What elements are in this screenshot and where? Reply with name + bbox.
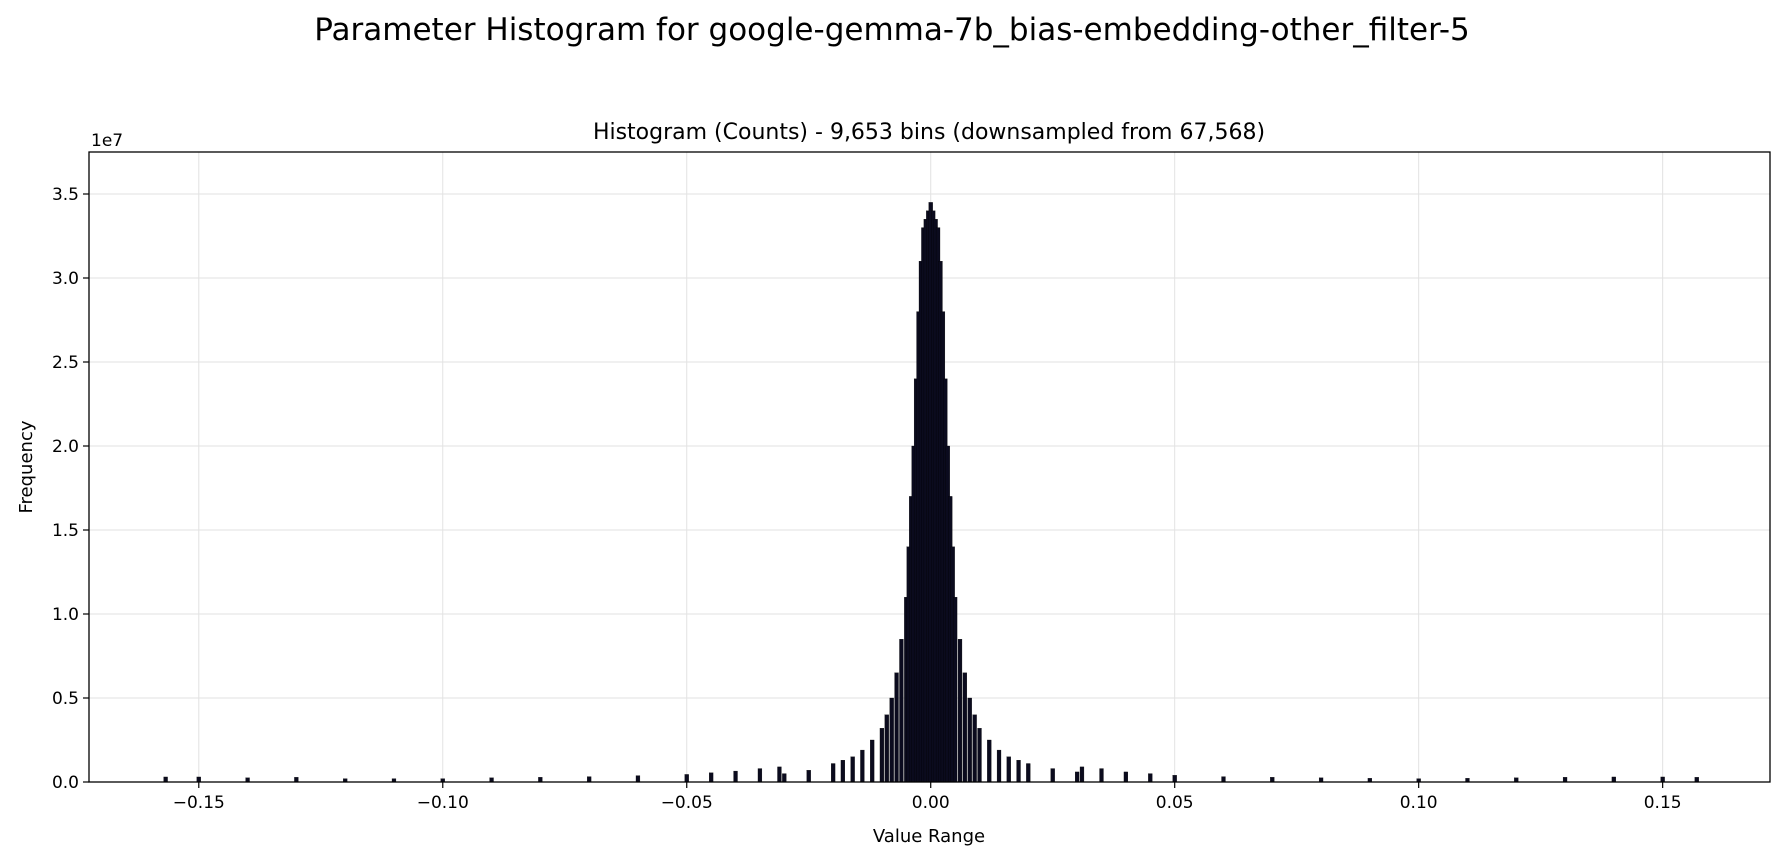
y-axis-offset-text: 1e7 xyxy=(91,131,123,151)
histogram-bar xyxy=(733,770,738,783)
histogram-bar xyxy=(879,728,885,783)
x-tick-label: −0.15 xyxy=(173,793,225,813)
histogram-bar xyxy=(962,672,967,783)
histogram-bar xyxy=(538,777,543,783)
histogram-bar xyxy=(1075,771,1080,783)
x-tick-label: 0.15 xyxy=(1644,793,1682,813)
x-tick-label: 0.05 xyxy=(1156,793,1194,813)
histogram-bar xyxy=(1079,766,1085,783)
histogram-bar xyxy=(1221,776,1226,783)
histogram-bar xyxy=(1099,768,1104,783)
x-tick-label: −0.10 xyxy=(417,793,469,813)
histogram-bar xyxy=(1611,776,1616,783)
y-tick-label: 1.5 xyxy=(52,521,79,541)
histogram-bar xyxy=(860,749,865,783)
histogram-bar xyxy=(977,728,982,783)
histogram-bar xyxy=(1562,777,1568,783)
y-tick-label: 3.5 xyxy=(52,185,79,205)
histogram-bar xyxy=(1123,771,1128,783)
histogram-bar xyxy=(996,749,1002,783)
y-tick-label: 3.0 xyxy=(52,269,79,289)
histogram-bar xyxy=(1660,776,1665,783)
y-axis-ticks: 0.0 0.5 1.0 1.5 2.0 2.5 3.0 3.5 xyxy=(52,185,89,793)
histogram-bar xyxy=(163,776,168,783)
y-tick-label: 2.0 xyxy=(52,437,79,457)
y-tick-label: 1.0 xyxy=(52,605,79,625)
y-tick-label: 0.5 xyxy=(52,689,79,709)
histogram-bar xyxy=(840,760,845,783)
x-axis-label: Value Range xyxy=(873,826,985,847)
histogram-bar xyxy=(957,639,963,783)
histogram-bar xyxy=(1148,773,1153,783)
x-axis-ticks: −0.15 −0.10 −0.05 0.00 0.05 0.10 0.15 xyxy=(173,782,1682,813)
histogram-bar xyxy=(196,776,201,783)
histogram-bar xyxy=(972,714,977,783)
histogram-bar xyxy=(889,697,894,783)
histogram-bar xyxy=(850,756,855,783)
histogram-bar xyxy=(987,739,992,783)
histogram-bar xyxy=(709,772,714,783)
figure-title: Parameter Histogram for google-gemma-7b_… xyxy=(314,12,1470,48)
histogram-bar xyxy=(782,773,787,783)
histogram-bar xyxy=(1026,763,1031,783)
plot-title: Histogram (Counts) - 9,653 bins (downsam… xyxy=(593,120,1265,145)
histogram-bar xyxy=(294,777,299,783)
histogram-bar xyxy=(1050,768,1055,783)
histogram-bars xyxy=(163,202,1699,783)
histogram-bar xyxy=(894,672,899,783)
histogram-bar xyxy=(1172,775,1177,783)
histogram-bar xyxy=(777,766,782,783)
histogram-bar xyxy=(831,763,836,783)
histogram-bar xyxy=(684,774,689,783)
histogram-bar xyxy=(870,739,875,783)
histogram-bar xyxy=(953,597,958,783)
histogram-bar xyxy=(1270,777,1275,783)
y-axis-label: Frequency xyxy=(16,420,37,513)
histogram-bar xyxy=(1694,777,1699,783)
histogram-bar xyxy=(806,770,811,783)
histogram-bar xyxy=(967,697,972,783)
x-tick-label: −0.05 xyxy=(661,793,713,813)
y-tick-label: 0.0 xyxy=(52,773,79,793)
histogram-bar xyxy=(635,775,641,783)
histogram-bar xyxy=(1006,756,1011,783)
histogram-bar xyxy=(899,639,904,783)
histogram-bar xyxy=(1016,760,1021,783)
x-tick-label: 0.10 xyxy=(1400,793,1438,813)
histogram-bar xyxy=(884,714,889,783)
plot-frame xyxy=(88,151,1771,783)
y-tick-label: 2.5 xyxy=(52,353,79,373)
histogram-bar xyxy=(757,768,763,783)
x-tick-label: 0.00 xyxy=(912,793,950,813)
histogram-bar xyxy=(587,776,592,783)
